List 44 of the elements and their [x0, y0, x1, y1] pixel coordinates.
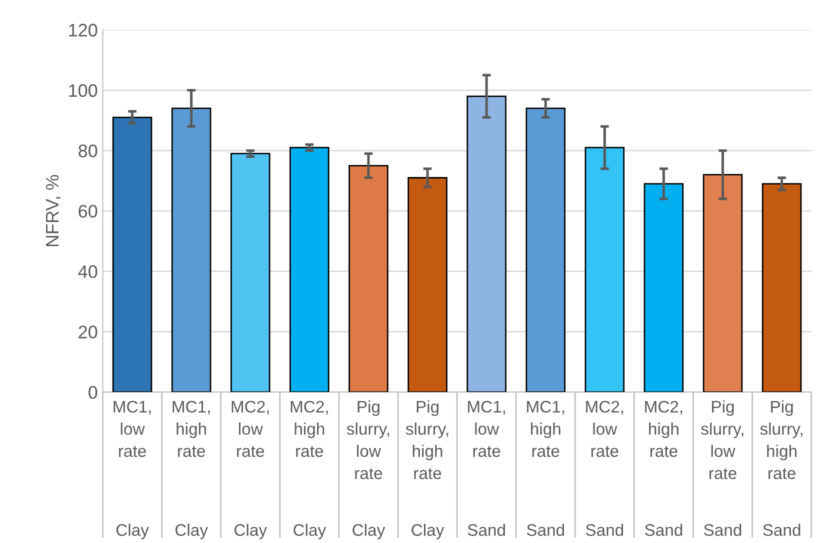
text: Sand — [763, 524, 800, 536]
y-tick-label: 80 — [78, 144, 98, 158]
y-axis-title: NFRV, % — [46, 174, 61, 246]
x-tick-label: Pig slurry, low rate — [346, 400, 390, 480]
y-tick-label: 60 — [78, 204, 98, 218]
bar — [230, 152, 270, 392]
y-tick-label: 20 — [78, 326, 98, 338]
x-tick-label: MC1, low rate — [468, 400, 505, 457]
x-tick-label: MC1, high rate — [172, 400, 210, 457]
text: Sand — [526, 524, 564, 536]
x-tick-label: MC2, high rate — [645, 400, 682, 457]
x-tick-label: MC1, high rate — [527, 400, 564, 457]
x-tick-label: MC2, low rate — [232, 400, 269, 457]
text: Clay — [175, 524, 208, 540]
x-tick-label: MC1, low rate — [114, 400, 151, 457]
bar — [408, 177, 448, 392]
y-tick-label: 120 — [69, 24, 98, 37]
bar — [762, 183, 802, 392]
x-tick-label: Pig slurry, high rate — [760, 400, 802, 480]
text: Clay — [234, 524, 268, 540]
y-tick-label: 0 — [88, 386, 98, 399]
x-tick-label: Pig slurry, high rate — [406, 400, 448, 480]
bar — [644, 183, 684, 392]
text: Sand — [586, 524, 624, 536]
y-tick-label: 100 — [69, 84, 98, 97]
text: Sand — [704, 524, 742, 536]
text: Clay — [294, 524, 326, 540]
text: Sand — [644, 524, 682, 536]
bar — [702, 174, 743, 392]
bar — [290, 146, 330, 392]
bar — [466, 96, 506, 392]
x-tick-label: MC2, high rate — [290, 400, 328, 457]
bar — [526, 108, 566, 392]
bar — [348, 164, 388, 392]
text: Clay — [116, 524, 149, 540]
x-tick-label: Pig slurry, low rate — [701, 400, 744, 480]
bar — [584, 146, 625, 392]
y-tick-label: 40 — [78, 265, 98, 278]
bar — [171, 108, 212, 392]
bar — [112, 116, 152, 392]
x-tick-label: MC2, low rate — [586, 400, 624, 457]
text: Sand — [468, 524, 505, 536]
text: Clay — [352, 524, 386, 540]
text: Clay — [412, 524, 444, 540]
